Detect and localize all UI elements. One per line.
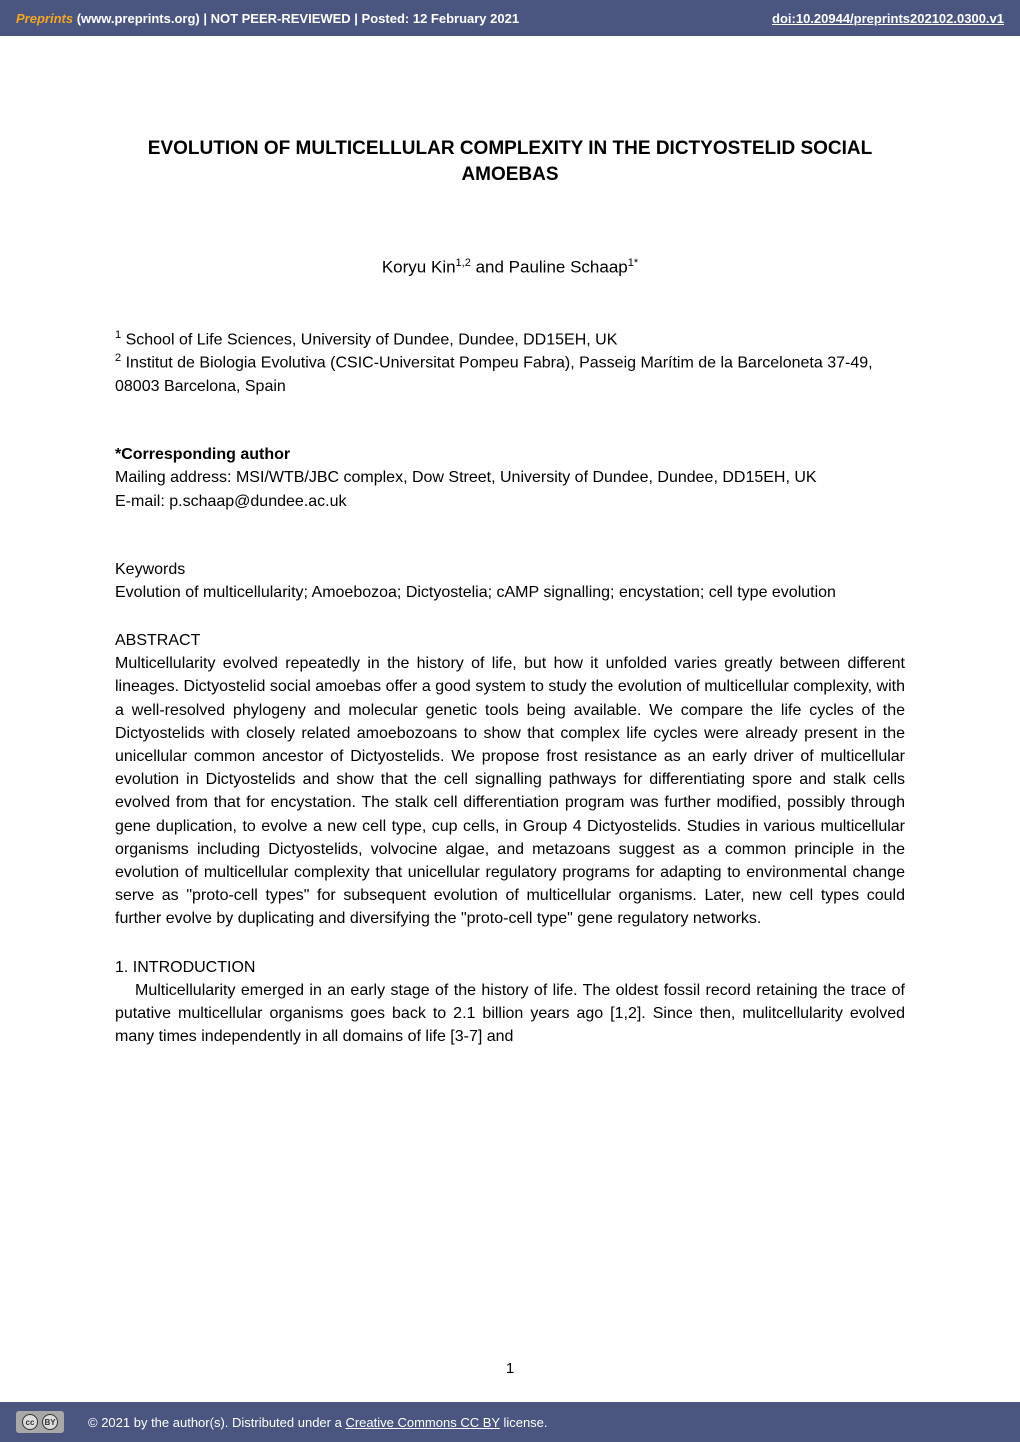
page-number: 1 xyxy=(0,1360,1020,1377)
preprint-header-bar: Preprints (www.preprints.org) | NOT PEER… xyxy=(0,0,1020,36)
affiliation-2-text: Institut de Biologia Evolutiva (CSIC-Uni… xyxy=(115,355,873,395)
footer-text: © 2021 by the author(s). Distributed und… xyxy=(88,1415,548,1430)
introduction-label: 1. INTRODUCTION xyxy=(115,956,905,979)
authors-line: Koryu Kin1,2 and Pauline Schaap1* xyxy=(115,257,905,278)
corresponding-address: Mailing address: MSI/WTB/JBC complex, Do… xyxy=(115,466,905,489)
preprints-label: Preprints xyxy=(16,11,73,26)
cc-badge: cc BY xyxy=(16,1411,64,1433)
cc-license-link[interactable]: Creative Commons CC BY xyxy=(345,1415,499,1430)
author-2-name: Pauline Schaap xyxy=(509,258,628,277)
author-2-sup: 1* xyxy=(628,257,638,269)
header-meta: Preprints (www.preprints.org) | NOT PEER… xyxy=(16,11,519,26)
author-1-sup: 1,2 xyxy=(456,257,471,269)
page-content: EVOLUTION OF MULTICELLULAR COMPLEXITY IN… xyxy=(0,36,1020,1088)
authors-joiner: and xyxy=(471,258,509,277)
abstract-block: ABSTRACT Multicellularity evolved repeat… xyxy=(115,629,905,930)
footer-prefix: © 2021 by the author(s). Distributed und… xyxy=(88,1415,345,1430)
footer-suffix: license. xyxy=(500,1415,548,1430)
affiliation-1: 1 School of Life Sciences, University of… xyxy=(115,328,905,352)
affiliation-2: 2 Institut de Biologia Evolutiva (CSIC-U… xyxy=(115,351,905,398)
license-footer-bar: cc BY © 2021 by the author(s). Distribut… xyxy=(0,1402,1020,1442)
abstract-label: ABSTRACT xyxy=(115,629,905,652)
keywords-block: Keywords Evolution of multicellularity; … xyxy=(115,558,905,604)
author-1-name: Koryu Kin xyxy=(382,258,456,277)
by-icon: BY xyxy=(42,1414,58,1430)
corresponding-label: *Corresponding author xyxy=(115,443,905,466)
corresponding-email: E-mail: p.schaap@dundee.ac.uk xyxy=(115,490,905,513)
keywords-text: Evolution of multicellularity; Amoebozoa… xyxy=(115,581,905,604)
introduction-block: 1. INTRODUCTION Multicellularity emerged… xyxy=(115,956,905,1049)
corresponding-author-block: *Corresponding author Mailing address: M… xyxy=(115,443,905,513)
abstract-text: Multicellularity evolved repeatedly in t… xyxy=(115,652,905,930)
introduction-text: Multicellularity emerged in an early sta… xyxy=(115,979,905,1049)
affiliations-block: 1 School of Life Sciences, University of… xyxy=(115,328,905,398)
doi-link[interactable]: doi:10.20944/preprints202102.0300.v1 xyxy=(772,11,1004,26)
cc-icon: cc xyxy=(22,1414,38,1430)
header-meta-text: (www.preprints.org) | NOT PEER-REVIEWED … xyxy=(73,11,519,26)
paper-title: EVOLUTION OF MULTICELLULAR COMPLEXITY IN… xyxy=(115,136,905,187)
affiliation-1-text: School of Life Sciences, University of D… xyxy=(121,331,617,348)
keywords-label: Keywords xyxy=(115,558,905,581)
